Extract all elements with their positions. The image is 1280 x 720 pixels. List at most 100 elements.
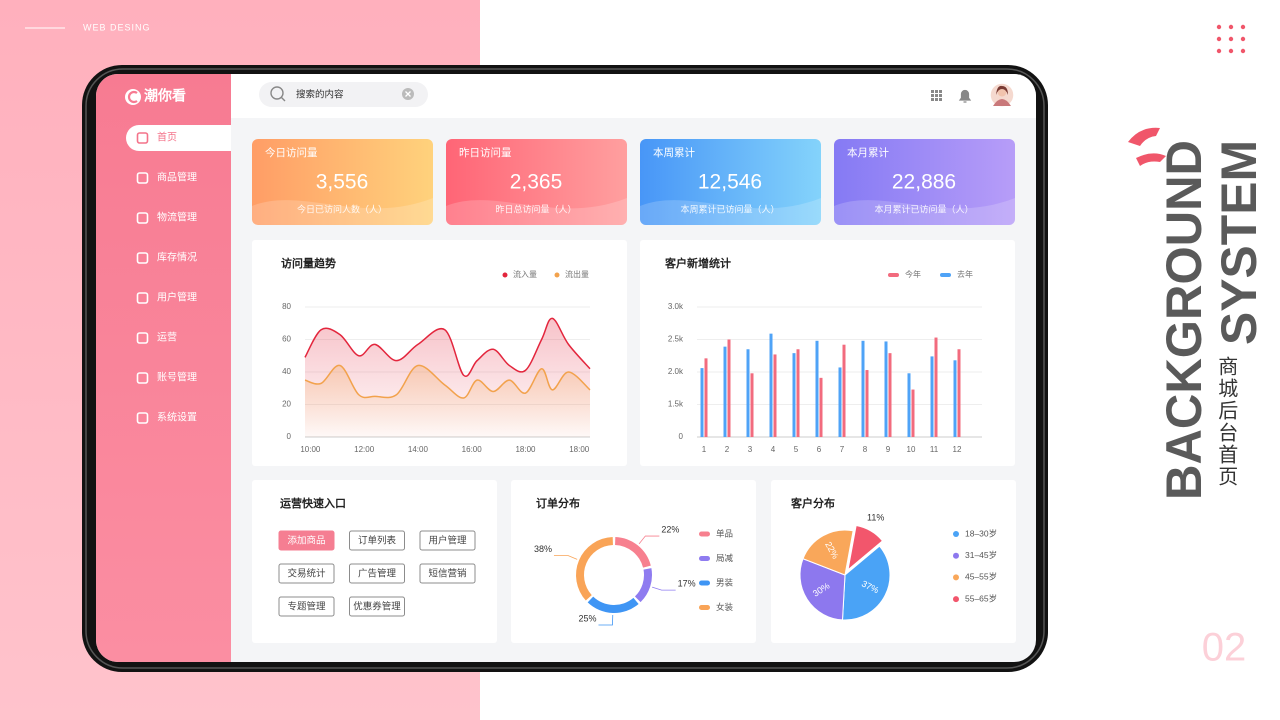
quick-button[interactable]: 优惠券管理 (349, 596, 405, 617)
card-title: 昨日访问量 (459, 146, 512, 159)
button-bg[interactable] (278, 596, 335, 617)
card-bg (446, 139, 627, 225)
bar (953, 360, 957, 437)
button-label: 专题管理 (287, 601, 326, 613)
bar (842, 344, 846, 437)
y-tick-label: 0 (287, 432, 292, 441)
apps-icon[interactable] (931, 90, 942, 101)
menu-item[interactable]: 库存情况 (136, 251, 198, 264)
menu-icon (136, 372, 149, 384)
menu-item[interactable]: 用户管理 (136, 291, 198, 304)
button-bg[interactable] (349, 596, 405, 617)
card-bg (834, 139, 1015, 225)
quick-button[interactable]: 短信营销 (419, 563, 476, 584)
series-line (304, 317, 591, 378)
dot (1240, 48, 1246, 54)
legend-label: 18–30岁 (965, 528, 997, 538)
menu-item[interactable]: 首页 (126, 125, 231, 151)
donut-slice (634, 568, 652, 603)
menu-icon (136, 412, 149, 424)
bar (838, 367, 842, 437)
side-subtitle: 商城后台首页 (1215, 356, 1238, 488)
y-tick-label: 0 (679, 432, 684, 441)
menu-icon (136, 172, 149, 184)
menu-label: 系统设置 (157, 411, 197, 424)
dot (1228, 36, 1234, 42)
series-line (304, 364, 591, 399)
menu-item[interactable]: 运营 (136, 331, 178, 344)
apps-cell (931, 94, 934, 97)
button-bg[interactable] (419, 530, 476, 551)
menu-item[interactable]: 账号管理 (136, 371, 198, 384)
quick-button[interactable]: 添加商品 (278, 530, 335, 551)
panel (640, 240, 1015, 466)
card-title: 本月累计 (847, 146, 889, 159)
card-wave (252, 198, 433, 225)
search-box[interactable]: 搜索的内容 (259, 82, 428, 107)
y-tick-label: 3.0k (668, 302, 684, 311)
menu-icon (136, 252, 149, 264)
legend-label: 45–55岁 (965, 572, 997, 582)
leader-line (598, 614, 614, 626)
leader-line (651, 586, 676, 591)
apps-cell (935, 98, 938, 101)
button-label: 添加商品 (287, 535, 325, 547)
x-tick-label: 7 (840, 445, 845, 454)
button-bg[interactable] (349, 530, 405, 551)
quick-button[interactable]: 订单列表 (349, 530, 405, 551)
legend-label: 去年 (957, 269, 973, 279)
search-field[interactable] (259, 82, 428, 107)
stat-card: 今日访问量 3,556 今日已访问人数（人） (252, 139, 433, 225)
legend-marker (940, 273, 951, 277)
legend-marker (699, 580, 710, 586)
search-placeholder: 搜索的内容 (296, 89, 344, 101)
menu-item[interactable]: 物流管理 (136, 211, 198, 224)
legend-label: 单品 (716, 528, 733, 538)
button-bg[interactable] (278, 530, 335, 551)
quick-button[interactable]: 专题管理 (278, 596, 335, 617)
x-tick-label: 10 (907, 445, 916, 454)
bar (796, 349, 800, 437)
menu-label: 账号管理 (157, 371, 197, 384)
quick-button[interactable]: 广告管理 (349, 563, 405, 584)
y-tick-label: 60 (282, 335, 291, 344)
menu-label: 物流管理 (157, 211, 197, 224)
side-title: BACKGROUND (1156, 140, 1212, 500)
panel-title: 运营快速入口 (280, 496, 346, 510)
card-title: 今日访问量 (265, 146, 318, 159)
menu-label: 首页 (157, 131, 177, 144)
quick-button[interactable]: 用户管理 (419, 530, 476, 551)
menu-icon (136, 132, 149, 144)
card-caption: 本月累计已访问量（人） (874, 203, 973, 214)
button-bg[interactable] (278, 563, 335, 584)
button-label: 交易统计 (287, 568, 326, 580)
legend-label: 男装 (716, 577, 734, 587)
card-bg (640, 139, 821, 225)
menu-label: 商品管理 (157, 171, 197, 184)
decor-swoosh (1128, 127, 1166, 166)
button-bg[interactable] (419, 563, 476, 584)
quick-button[interactable]: 交易统计 (278, 563, 335, 584)
y-tick-label: 1.5k (668, 400, 684, 409)
bar (861, 340, 865, 437)
apps-cell (935, 90, 938, 93)
y-tick-label: 40 (282, 367, 291, 376)
button-bg[interactable] (349, 563, 405, 584)
menu-item[interactable]: 系统设置 (136, 411, 198, 424)
avatar-hair (996, 85, 1008, 95)
panel (511, 480, 756, 643)
bar (746, 349, 750, 437)
legend-marker (554, 272, 560, 278)
menu-item[interactable]: 商品管理 (136, 171, 198, 184)
legend-marker (953, 596, 959, 603)
leader-line (638, 535, 660, 545)
bell-icon[interactable] (958, 89, 972, 103)
x-tick-label: 5 (794, 445, 799, 454)
bar (727, 339, 731, 437)
value-label: 38% (534, 544, 552, 554)
bar (723, 346, 727, 437)
menu-icon (136, 332, 149, 344)
card-wave (640, 198, 821, 225)
bar (819, 377, 823, 437)
